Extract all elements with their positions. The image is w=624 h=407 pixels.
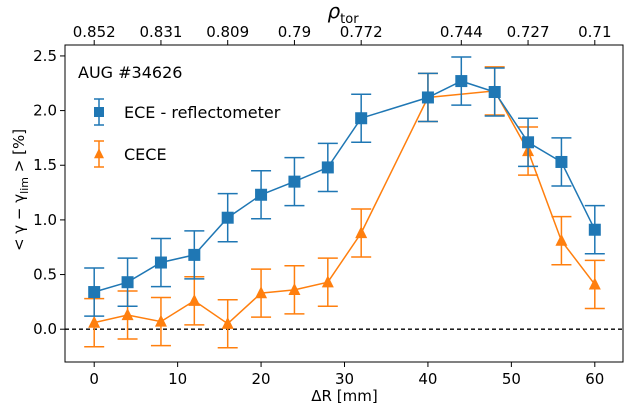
legend-marker bbox=[94, 148, 104, 159]
data-point-ece bbox=[121, 276, 134, 289]
x-tick-label: 20 bbox=[252, 370, 271, 388]
top-tick-label: 0.727 bbox=[507, 23, 550, 41]
x-tick-label: 30 bbox=[335, 370, 354, 388]
data-point-cece bbox=[355, 226, 368, 239]
y-tick-label: 1.5 bbox=[33, 156, 57, 174]
data-point-ece bbox=[421, 91, 434, 104]
top-tick-label: 0.71 bbox=[578, 23, 611, 41]
data-point-ece bbox=[555, 155, 568, 168]
top-tick-label: 0.79 bbox=[278, 23, 311, 41]
data-point-ece bbox=[154, 256, 167, 269]
data-point-cece bbox=[255, 286, 268, 299]
legend-entry-ece: ECE - reflectometer bbox=[94, 98, 281, 126]
data-point-cece bbox=[121, 308, 134, 321]
data-point-cece bbox=[288, 283, 301, 295]
plot-frame bbox=[64, 44, 624, 363]
top-axis-title: ρtor bbox=[327, 0, 359, 27]
y-axis-title-tail: > [%] bbox=[10, 129, 28, 177]
series-ece bbox=[84, 56, 605, 317]
y-tick-label: 2.0 bbox=[33, 102, 57, 120]
data-point-ece bbox=[355, 112, 368, 125]
legend: ECE - reflectometer CECE bbox=[94, 98, 281, 168]
y-tick-label: 1.0 bbox=[33, 211, 57, 229]
top-tick-label: 0.852 bbox=[73, 23, 116, 41]
top-tick-label: 0.809 bbox=[206, 23, 249, 41]
data-point-ece bbox=[288, 175, 301, 188]
data-point-ece bbox=[321, 161, 334, 174]
data-point-ece bbox=[221, 211, 234, 224]
data-point-cece bbox=[154, 314, 167, 327]
legend-marker bbox=[94, 107, 104, 117]
top-tick-label: 0.831 bbox=[139, 23, 182, 41]
y-tick-label: 0.5 bbox=[33, 266, 57, 284]
top-tick-label: 0.772 bbox=[340, 23, 383, 41]
y-tick-label: 0.0 bbox=[33, 320, 57, 338]
x-tick-label: 50 bbox=[502, 370, 521, 388]
y-tick-label: 2.5 bbox=[33, 47, 57, 65]
y-axis-title: < γ − γlim > [%] bbox=[10, 129, 31, 251]
data-point-cece bbox=[88, 315, 101, 328]
data-point-ece bbox=[488, 86, 501, 99]
y-axis-title-main: < γ − γ bbox=[10, 194, 28, 251]
x-tick-label: 60 bbox=[585, 370, 604, 388]
data-point-cece bbox=[555, 233, 568, 246]
top-tick-label: 0.744 bbox=[440, 23, 483, 41]
data-point-ece bbox=[588, 223, 601, 236]
legend-label: ECE - reflectometer bbox=[124, 103, 281, 122]
data-point-cece bbox=[188, 293, 201, 306]
data-point-ece bbox=[88, 286, 101, 299]
x-tick-label: 0 bbox=[89, 370, 99, 388]
data-point-ece bbox=[188, 248, 201, 261]
data-point-ece bbox=[255, 188, 268, 201]
data-point-cece bbox=[221, 316, 234, 329]
data-point-ece bbox=[522, 136, 535, 149]
y-axis-title-sub: lim bbox=[18, 177, 31, 194]
annotation-label: AUG #34626 bbox=[78, 63, 182, 82]
series-line-cece bbox=[94, 90, 596, 325]
plot-layer: 0 10 20 30 40 50 60 0.0 0.5 1.0 1.5 2.0 2.5 0.852 0.83… bbox=[33, 23, 624, 388]
x-axis-title: ΔR [mm] bbox=[311, 387, 377, 405]
top-axis-title-main: ρ bbox=[327, 0, 340, 23]
x-tick-label: 10 bbox=[168, 370, 187, 388]
x-tick-label: 40 bbox=[418, 370, 437, 388]
data-point-cece bbox=[321, 275, 334, 288]
data-point-ece bbox=[455, 75, 468, 88]
top-axis-title-sub: tor bbox=[340, 12, 359, 27]
data-point-cece bbox=[588, 277, 601, 290]
legend-entry-cece: CECE bbox=[94, 140, 167, 168]
legend-label: CECE bbox=[124, 145, 167, 164]
